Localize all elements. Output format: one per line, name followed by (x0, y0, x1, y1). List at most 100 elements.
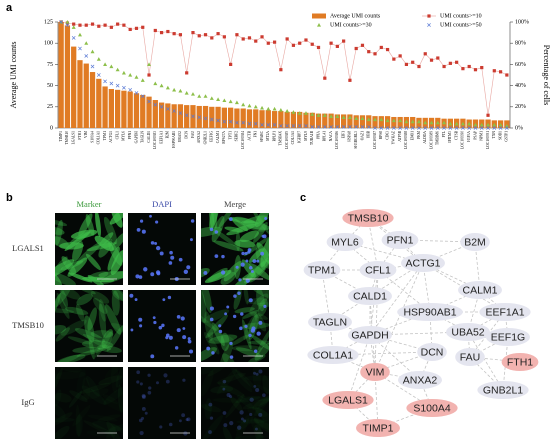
point (379, 45, 383, 50)
bar (77, 60, 83, 128)
nucleus (162, 298, 166, 302)
cell (244, 259, 269, 284)
point (128, 27, 132, 32)
micrograph-content (135, 214, 195, 282)
legend-swatch (312, 13, 326, 19)
y-axis-label: Average UMI counts (9, 42, 18, 109)
cell (210, 385, 234, 394)
bar (64, 25, 71, 129)
point (429, 58, 434, 62)
nucleus (186, 265, 191, 270)
nucleus (248, 298, 253, 303)
y2-tick-label: 60% (515, 62, 526, 68)
point (442, 126, 446, 130)
x-tick-label: COL1A1 (97, 131, 101, 145)
nucleus (169, 250, 173, 255)
nucleus (136, 227, 141, 232)
nucleus (255, 372, 259, 376)
point (247, 103, 252, 108)
nucleus (186, 417, 191, 422)
point (90, 49, 95, 54)
point (272, 40, 277, 44)
cell (256, 302, 269, 307)
nucleus (189, 238, 193, 242)
point (373, 52, 377, 56)
bar (240, 108, 246, 128)
point (166, 107, 170, 111)
cell (55, 324, 67, 335)
x-tick-label: UBA52 (178, 131, 182, 142)
nucleus (174, 346, 179, 350)
node-label: DCN (421, 346, 444, 358)
point (398, 118, 403, 123)
point (316, 125, 321, 129)
point (260, 122, 264, 127)
nucleus (139, 430, 144, 436)
cell (101, 329, 114, 349)
point (222, 35, 226, 39)
x-tick-label: LOC100383 (153, 131, 157, 149)
cell (201, 290, 207, 324)
point (191, 31, 195, 35)
nucleus (129, 293, 134, 298)
cell (220, 271, 237, 285)
nucleus (141, 229, 146, 234)
point (84, 23, 88, 27)
x-tick-label: GAPDH (134, 131, 138, 144)
micrograph (201, 213, 269, 285)
cell (255, 248, 266, 271)
micrograph (128, 290, 196, 362)
bar (102, 86, 108, 128)
cell (204, 311, 214, 341)
edge (374, 269, 379, 373)
cell (231, 218, 248, 232)
x-tick-label: CALD1 (147, 131, 151, 143)
point (461, 67, 465, 71)
cell (55, 270, 63, 285)
y-tick-label: 0 (50, 125, 53, 131)
bar (378, 116, 384, 128)
cell (256, 290, 265, 312)
bar (341, 114, 347, 128)
cell (254, 395, 269, 417)
nucleus (222, 387, 226, 391)
nucleus (134, 298, 138, 302)
cell (111, 290, 120, 316)
nucleus (237, 425, 242, 430)
node (406, 399, 458, 417)
point (410, 126, 415, 130)
point (429, 126, 434, 130)
point (184, 113, 189, 118)
point (203, 94, 208, 98)
nucleus (176, 328, 181, 333)
cell (234, 239, 256, 248)
point (241, 120, 246, 125)
nucleus (170, 255, 175, 260)
nucleus (206, 346, 211, 351)
nucleus (255, 387, 260, 393)
point (435, 120, 440, 125)
nucleus (183, 269, 189, 274)
cell (55, 292, 62, 320)
nucleus (254, 427, 258, 431)
x-tick-label: OAZ1 (360, 131, 364, 140)
point (367, 50, 371, 54)
x-tick-label: LOC100391 (486, 131, 490, 149)
node-label: EEF1A1 (485, 306, 524, 318)
node (479, 303, 531, 321)
point (90, 22, 95, 26)
point (153, 81, 158, 86)
node-label: EEF1G (491, 331, 525, 343)
micrograph-bg (128, 213, 196, 285)
bar (221, 107, 227, 128)
bar (334, 114, 340, 128)
cell (208, 334, 238, 344)
point (228, 99, 233, 104)
nucleus (250, 269, 254, 273)
point (347, 115, 352, 119)
point (285, 109, 290, 113)
node (501, 353, 539, 371)
point (392, 57, 396, 61)
point (140, 78, 145, 82)
